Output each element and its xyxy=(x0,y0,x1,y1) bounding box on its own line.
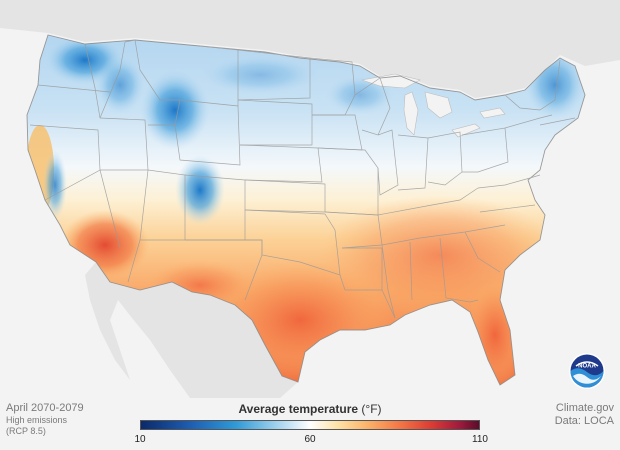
us-map-svg xyxy=(0,0,620,398)
legend-title: Average temperature (°F) xyxy=(140,402,480,416)
mexico-land xyxy=(85,262,298,398)
canada-land xyxy=(0,0,620,98)
great-lakes xyxy=(361,73,506,138)
temperature-map xyxy=(0,0,620,398)
rcp-label: (RCP 8.5) xyxy=(6,425,46,436)
legend-color-bar xyxy=(140,420,480,430)
emissions-scenario-label: High emissions xyxy=(6,415,68,426)
legend-unit: (°F) xyxy=(361,402,382,416)
noaa-logo-icon: NOAA xyxy=(569,353,605,389)
noaa-logo: NOAA xyxy=(568,352,606,395)
state-boundaries xyxy=(26,34,586,386)
legend-tick-min: 10 xyxy=(134,434,146,445)
legend-tick-mid: 60 xyxy=(304,434,316,445)
legend-tick-max: 110 xyxy=(472,434,488,445)
data-source-label: Data: LOCA xyxy=(554,415,614,428)
noaa-logo-text: NOAA xyxy=(578,364,596,370)
legend-title-text: Average temperature xyxy=(238,402,359,416)
scenario-info: April 2070-2079 High emissions (RCP 8.5) xyxy=(6,402,84,437)
source-info: Climate.gov Data: LOCA xyxy=(555,402,614,428)
source-site-label: Climate.gov xyxy=(555,402,614,414)
time-period-label: April 2070-2079 xyxy=(6,402,84,414)
